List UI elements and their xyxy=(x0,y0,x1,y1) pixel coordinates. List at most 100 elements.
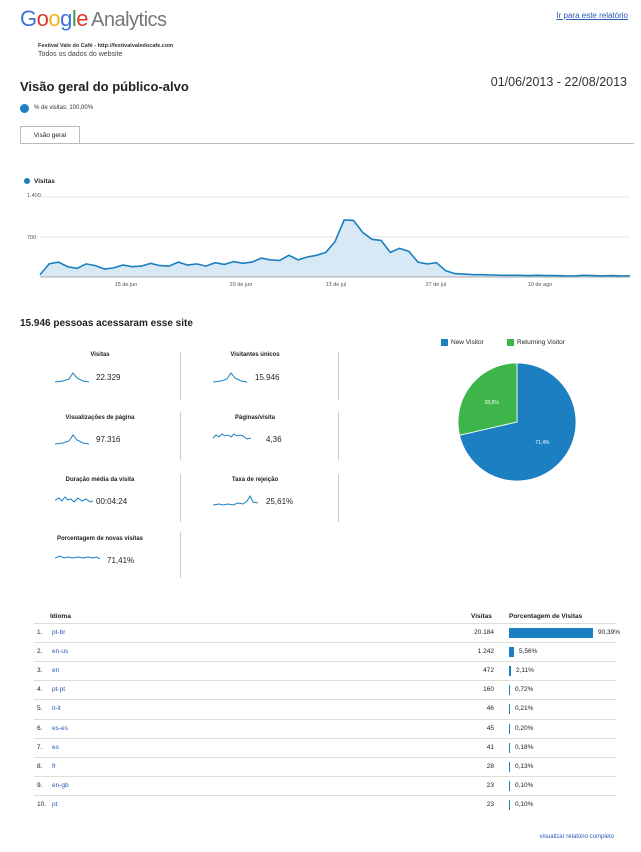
x-tick-label: 15 de jun xyxy=(114,282,138,288)
row-index: 6. xyxy=(37,724,43,732)
tab-divider xyxy=(20,143,634,144)
visits-area xyxy=(40,219,630,277)
logo-letter: o xyxy=(36,6,49,31)
row-percent: 0,10% xyxy=(515,800,534,808)
language-link[interactable]: pt-pt xyxy=(52,686,66,694)
metric-name: Porcentagem de novas visitas xyxy=(56,536,144,542)
visitor-type-pie-chart: 71,4% 28,6% xyxy=(457,362,577,482)
pie-slice-label: 28,6% xyxy=(485,400,500,406)
go-to-report-link[interactable]: Ir para este relatório xyxy=(556,11,628,20)
pie-slice xyxy=(457,362,518,436)
segment-label: % de visitas: 100,00% xyxy=(34,105,94,111)
google-analytics-logo: Google Analytics xyxy=(20,6,167,32)
row-percent: 0,10% xyxy=(515,781,534,789)
row-percent: 0,72% xyxy=(515,686,534,694)
language-link[interactable]: fr xyxy=(52,762,56,770)
metric-value: 71,41% xyxy=(107,556,135,565)
row-index: 3. xyxy=(37,667,43,675)
y-tick-label: 700 xyxy=(27,235,37,241)
column-header-percent: Porcentagem de Visitas xyxy=(509,613,583,620)
pie-slice xyxy=(459,362,577,482)
divider xyxy=(180,474,181,522)
metric-sparkline xyxy=(213,372,247,383)
row-visits: 45 xyxy=(486,724,494,732)
metric-value: 4,36 xyxy=(266,435,282,444)
logo-letter: g xyxy=(60,6,72,31)
metric-value: 25,61% xyxy=(266,497,294,506)
row-percent: 5,56% xyxy=(519,648,538,656)
language-link[interactable]: en xyxy=(52,667,60,675)
metric-name: Visitas xyxy=(90,352,110,358)
metric-name: Duração média da visita xyxy=(65,477,135,483)
divider xyxy=(338,474,339,522)
language-link[interactable]: en-us xyxy=(52,648,69,656)
language-link[interactable]: it-it xyxy=(52,705,61,713)
x-tick-label: 27 de jul xyxy=(425,282,447,288)
divider xyxy=(180,412,181,460)
metric-sparkline xyxy=(55,555,100,560)
segment-dot-icon xyxy=(20,104,29,113)
divider xyxy=(338,352,339,400)
language-link[interactable]: es xyxy=(52,743,59,751)
row-visits: 20.184 xyxy=(474,629,494,636)
metric-name: Visitantes únicos xyxy=(230,352,280,358)
metric-name: Taxa de rejeição xyxy=(231,477,279,483)
row-index: 7. xyxy=(37,743,43,751)
table-row: 4. pt-pt 160 0,72% xyxy=(34,680,616,700)
divider xyxy=(180,352,181,400)
row-index: 1. xyxy=(37,629,43,636)
legend-label: Visitas xyxy=(34,178,55,185)
legend-label: New Visitor xyxy=(451,339,484,347)
language-link[interactable]: en-gb xyxy=(52,781,69,789)
percent-bar xyxy=(509,666,511,677)
row-visits: 46 xyxy=(486,705,494,713)
x-tick-label: 13 de jul xyxy=(325,282,347,288)
site-name: Festival Vale do Café - http://festivalv… xyxy=(38,43,174,49)
view-name: Todos os dados do website xyxy=(38,51,123,58)
language-link[interactable]: es-es xyxy=(52,724,68,732)
row-percent: 0,13% xyxy=(515,762,534,770)
table-row: 1. pt-br 20.184 90,39% xyxy=(34,623,620,643)
table-row: 9. en-gb 23 0,10% xyxy=(34,775,616,796)
percent-bar xyxy=(509,704,510,715)
row-visits: 23 xyxy=(486,781,494,789)
row-index: 4. xyxy=(37,686,43,694)
metric-sparkline xyxy=(55,434,89,445)
column-header-visits: Visitas xyxy=(471,613,492,620)
row-index: 8. xyxy=(37,762,43,770)
row-visits: 28 xyxy=(486,762,494,770)
legend-swatch-icon xyxy=(441,339,448,346)
row-visits: 472 xyxy=(483,667,494,675)
percent-bar xyxy=(509,761,510,772)
percent-bar xyxy=(509,647,514,658)
logo-letter: G xyxy=(20,6,37,31)
table-row: 5. it-it 46 0,21% xyxy=(34,699,616,719)
language-link[interactable]: pt-br xyxy=(52,629,66,636)
column-header-language: Idioma xyxy=(50,613,71,620)
metric-sparkline xyxy=(213,433,251,440)
logo-suffix: Analytics xyxy=(91,9,167,31)
language-link[interactable]: pt xyxy=(52,800,58,808)
pie-legend-new-visitor: New Visitor xyxy=(441,339,484,346)
row-index: 2. xyxy=(37,648,43,656)
table-row: 3. en 472 2,11% xyxy=(34,661,616,681)
date-range[interactable]: 01/06/2013 - 22/08/2013 xyxy=(490,75,627,89)
row-index: 5. xyxy=(37,705,43,713)
metric-name: Páginas/visita xyxy=(234,415,276,421)
summary-title: 15.946 pessoas acessaram esse site xyxy=(20,318,193,329)
row-percent: 0,21% xyxy=(515,705,534,713)
legend-label: Returning Visitor xyxy=(517,339,565,347)
visits-line xyxy=(39,219,630,277)
tab-overview[interactable]: Visão geral xyxy=(20,126,80,144)
logo-letter: e xyxy=(76,6,89,31)
row-percent: 2,11% xyxy=(516,667,534,675)
metric-sparkline xyxy=(213,494,258,506)
percent-bar xyxy=(509,685,510,696)
row-index: 10. xyxy=(37,800,47,808)
row-percent: 0,18% xyxy=(515,743,534,751)
metric-sparkline xyxy=(55,372,89,383)
row-index: 9. xyxy=(37,781,43,789)
view-full-report-link[interactable]: visualizar relatório completo xyxy=(539,834,614,840)
visits-area-chart xyxy=(39,196,630,278)
metric-value: 22.329 xyxy=(96,373,121,382)
